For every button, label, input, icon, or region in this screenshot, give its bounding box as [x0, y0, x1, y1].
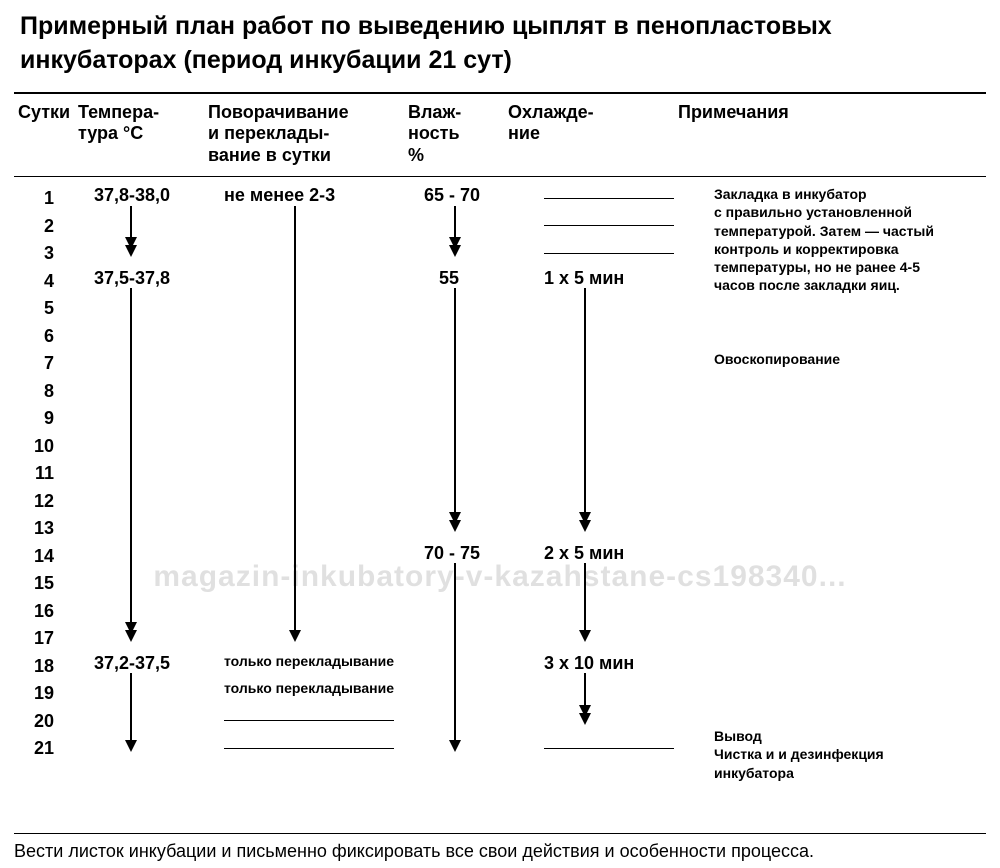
- cool-arrow-18-20: [584, 673, 586, 723]
- temp-arrow-18-21: [130, 673, 132, 750]
- cool-line-d1: [544, 198, 674, 199]
- temp-arrow-4-17: [130, 288, 132, 640]
- col-header-humidity: Влаж- ность %: [404, 102, 504, 167]
- note-d21: Вывод Чистка и и дезинфекция инкубатора: [714, 727, 984, 782]
- temp-d1: 37,8-38,0: [94, 185, 170, 206]
- col-header-notes: Примечания: [674, 102, 964, 124]
- day-number: 20: [26, 708, 54, 736]
- day-number: 15: [26, 570, 54, 598]
- day-number: 6: [26, 323, 54, 351]
- hum-d14: 70 - 75: [424, 543, 480, 564]
- cool-arrow-14-17: [584, 563, 586, 640]
- col-header-cooling: Охлажде- ние: [504, 102, 674, 145]
- hum-d4: 55: [439, 268, 459, 289]
- turn-line-d20: [224, 720, 394, 721]
- day-number: 4: [26, 268, 54, 296]
- hum-arrow-1-3: [454, 206, 456, 256]
- day-number: 7: [26, 350, 54, 378]
- cool-line-d2: [544, 225, 674, 226]
- day-number: 8: [26, 378, 54, 406]
- hum-arrow-14-21: [454, 563, 456, 750]
- hum-d1: 65 - 70: [424, 185, 480, 206]
- cool-d14: 2 х 5 мин: [544, 543, 624, 564]
- table-header: Сутки Темпера- тура °C Поворачивание и п…: [0, 94, 1000, 177]
- day-number: 17: [26, 625, 54, 653]
- day-number: 18: [26, 653, 54, 681]
- day-number: 13: [26, 515, 54, 543]
- cool-line-d21: [544, 748, 674, 749]
- cool-arrow-4-13: [584, 288, 586, 530]
- cool-d18: 3 х 10 мин: [544, 653, 634, 674]
- page-title: Примерный план работ по выведению цыплят…: [0, 0, 1000, 92]
- temp-d4: 37,5-37,8: [94, 268, 170, 289]
- day-number: 2: [26, 213, 54, 241]
- day-number: 9: [26, 405, 54, 433]
- turn-arrow-1-17: [294, 206, 296, 641]
- turn-line-d21: [224, 748, 394, 749]
- day-number: 14: [26, 543, 54, 571]
- table-body: 123456789101112131415161718192021 37,8-3…: [14, 177, 986, 767]
- note-d7: Овоскопирование: [714, 350, 840, 368]
- day-number: 10: [26, 433, 54, 461]
- turn-d18: только перекладывание: [224, 653, 394, 669]
- day-number: 19: [26, 680, 54, 708]
- temp-d18: 37,2-37,5: [94, 653, 170, 674]
- col-header-day: Сутки: [14, 102, 74, 124]
- note-d1: Закладка в инкубатор с правильно установ…: [714, 185, 984, 294]
- footer-text: Вести листок инкубации и письменно фикси…: [14, 835, 986, 862]
- day-number: 5: [26, 295, 54, 323]
- hum-arrow-4-13: [454, 288, 456, 530]
- rule-bottom: [14, 833, 986, 834]
- day-number: 11: [26, 460, 54, 488]
- day-number: 16: [26, 598, 54, 626]
- temp-arrow-1-3: [130, 206, 132, 256]
- turn-d1: не менее 2-3: [224, 185, 335, 206]
- turn-d19: только перекладывание: [224, 680, 394, 696]
- day-number: 1: [26, 185, 54, 213]
- day-number: 3: [26, 240, 54, 268]
- col-header-turn: Поворачивание и переклады- вание в сутки: [204, 102, 404, 167]
- cool-line-d3: [544, 253, 674, 254]
- day-number: 12: [26, 488, 54, 516]
- day-numbers: 123456789101112131415161718192021: [26, 185, 54, 763]
- day-number: 21: [26, 735, 54, 763]
- col-header-temp: Темпера- тура °C: [74, 102, 204, 145]
- cool-d4: 1 х 5 мин: [544, 268, 624, 289]
